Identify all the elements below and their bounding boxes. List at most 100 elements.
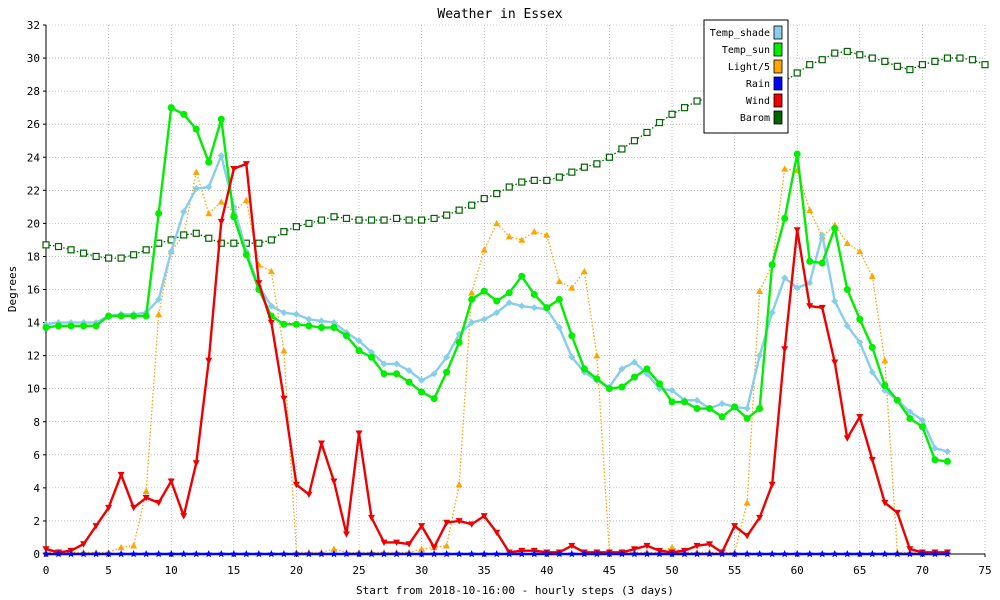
- data-point: [630, 550, 639, 558]
- data-point: [242, 251, 250, 259]
- x-tick-label: 35: [478, 564, 491, 577]
- data-point: [618, 365, 626, 373]
- data-point: [468, 295, 476, 303]
- data-point: [368, 348, 376, 356]
- legend-swatch: [773, 110, 783, 125]
- data-point: [292, 320, 300, 328]
- data-point: [931, 456, 939, 464]
- data-point: [355, 430, 363, 437]
- data-point: [806, 61, 814, 69]
- series-wind: [42, 161, 951, 556]
- data-point: [455, 518, 463, 525]
- data-point: [768, 481, 776, 489]
- legend-swatch: [773, 42, 783, 57]
- series-line: [45, 50, 986, 259]
- data-point: [580, 365, 588, 373]
- data-point: [443, 368, 451, 376]
- data-point: [706, 405, 714, 413]
- chart-title: Weather in Essex: [437, 7, 562, 22]
- data-point: [392, 550, 401, 558]
- data-point: [768, 550, 776, 558]
- y-tick-label: 12: [27, 350, 40, 363]
- data-point: [418, 388, 426, 396]
- data-point: [92, 322, 100, 330]
- data-point: [843, 239, 851, 247]
- data-point: [868, 343, 876, 351]
- data-point: [380, 370, 388, 378]
- data-point: [230, 213, 238, 221]
- data-point: [693, 97, 701, 105]
- data-point: [480, 246, 488, 253]
- data-point: [205, 209, 213, 217]
- data-point: [668, 110, 676, 118]
- data-point: [54, 242, 63, 251]
- data-point: [605, 385, 613, 393]
- data-point: [280, 550, 288, 558]
- data-point: [580, 163, 588, 171]
- x-tick-label: 0: [43, 564, 50, 577]
- data-point: [793, 69, 801, 77]
- data-point: [79, 249, 88, 257]
- x-tick-label: 65: [853, 564, 866, 577]
- y-tick-label: 2: [33, 515, 40, 528]
- data-point: [355, 550, 363, 558]
- data-point: [530, 228, 538, 235]
- data-point: [931, 57, 939, 65]
- data-point: [180, 231, 188, 239]
- data-point: [831, 49, 839, 57]
- data-point: [806, 303, 814, 310]
- data-point: [417, 550, 426, 558]
- data-point: [593, 550, 601, 558]
- y-tick-label: 28: [27, 85, 40, 98]
- data-point: [242, 196, 250, 204]
- data-point: [781, 214, 789, 222]
- data-point: [555, 295, 563, 303]
- data-point: [480, 287, 488, 295]
- data-point: [831, 359, 839, 366]
- data-point: [743, 499, 751, 506]
- data-point: [368, 353, 376, 361]
- data-point: [418, 545, 426, 552]
- data-point: [643, 365, 651, 373]
- x-tick-label: 70: [916, 564, 929, 577]
- data-point: [230, 550, 238, 558]
- data-point: [117, 543, 125, 551]
- data-point: [117, 312, 125, 320]
- data-point: [280, 309, 288, 317]
- data-point: [756, 405, 764, 413]
- data-point: [380, 216, 388, 224]
- data-point: [393, 360, 401, 368]
- data-point: [893, 62, 901, 70]
- x-axis-label: Start from 2018-10-16:00 - hourly steps …: [356, 584, 674, 597]
- data-point: [455, 481, 463, 488]
- data-point: [730, 550, 739, 558]
- data-point: [179, 550, 188, 558]
- data-point: [105, 312, 113, 320]
- data-point: [668, 543, 676, 551]
- data-point: [618, 550, 626, 558]
- data-point: [430, 370, 438, 378]
- data-point: [392, 214, 401, 223]
- data-point: [618, 145, 626, 153]
- data-point: [167, 478, 175, 485]
- data-point: [280, 228, 288, 236]
- data-point: [668, 550, 676, 558]
- data-point: [681, 398, 689, 406]
- data-point: [830, 550, 839, 558]
- data-point: [530, 550, 539, 558]
- data-point: [418, 376, 426, 384]
- data-point: [317, 324, 325, 332]
- data-point: [943, 54, 952, 62]
- data-point: [430, 214, 438, 223]
- data-point: [655, 118, 664, 127]
- data-point: [242, 161, 250, 168]
- data-point: [180, 110, 188, 118]
- data-point: [943, 448, 951, 456]
- data-point: [543, 550, 551, 558]
- data-point: [468, 319, 476, 327]
- data-point: [731, 403, 739, 411]
- data-point: [130, 542, 138, 549]
- data-point: [330, 545, 338, 552]
- y-tick-label: 6: [33, 449, 40, 462]
